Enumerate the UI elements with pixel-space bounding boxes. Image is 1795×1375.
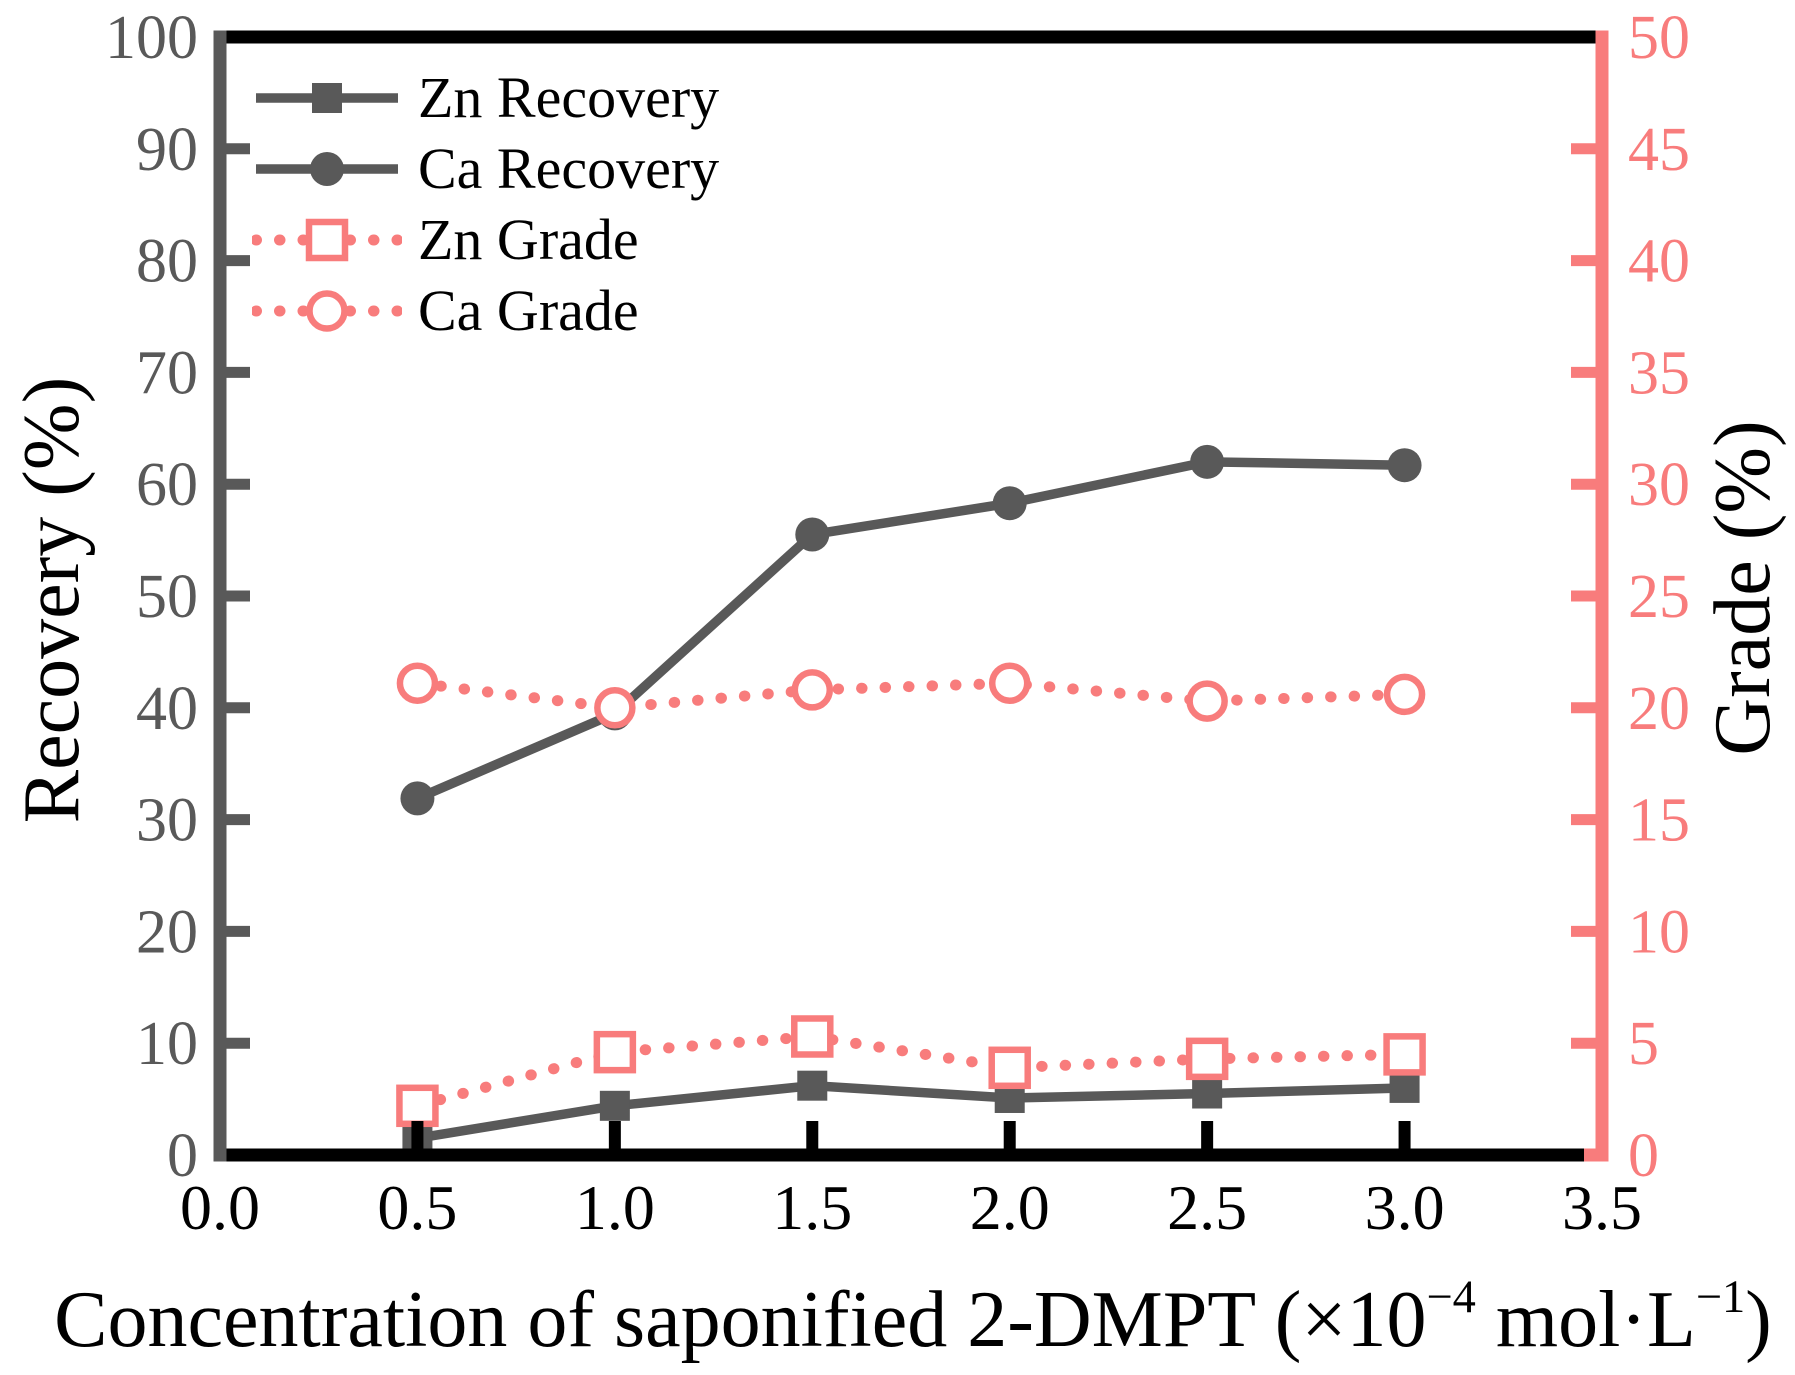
legend-label: Ca Recovery [418, 135, 720, 201]
series-line-zn-recovery [416, 1080, 1405, 1143]
left-tick-label: 30 [136, 787, 198, 855]
left-tick-label: 80 [136, 228, 198, 296]
y-axis-label-right: Grade (%) [1699, 420, 1787, 756]
right-tick-label: 15 [1628, 787, 1690, 855]
x-tick-label: 1.0 [575, 1172, 655, 1243]
right-tick-label: 25 [1628, 563, 1690, 631]
data-point-ca-recovery [400, 781, 435, 816]
left-tick-label: 0 [167, 1122, 198, 1190]
legend-item-zn-grade: Zn Grade [252, 204, 719, 275]
data-point-zn-grade [988, 1046, 1031, 1090]
right-tick-label: 10 [1628, 898, 1690, 966]
legend-item-ca-grade: Ca Grade [252, 275, 719, 346]
data-point-zn-recovery [1192, 1078, 1223, 1109]
left-tick-label: 90 [136, 116, 198, 184]
data-point-ca-recovery [992, 486, 1027, 521]
right-tick-label: 0 [1628, 1122, 1659, 1190]
x-tick-label: 1.5 [772, 1172, 852, 1243]
legend-label: Zn Grade [418, 206, 639, 272]
left-tick-label: 100 [105, 4, 198, 72]
right-tick-label: 30 [1628, 451, 1690, 519]
data-point-zn-recovery [599, 1090, 630, 1121]
legend-marker-open-circle [306, 289, 348, 332]
data-point-ca-grade [791, 669, 834, 711]
x-tick-label: 0.5 [377, 1172, 457, 1243]
x-tick-label: 2.5 [1167, 1172, 1247, 1243]
series-zn-grade [396, 1015, 1426, 1128]
data-point-zn-grade [396, 1084, 439, 1128]
legend-item-zn-recovery: Zn Recovery [252, 62, 719, 133]
right-tick-label: 50 [1628, 4, 1690, 72]
data-point-ca-recovery [795, 517, 830, 552]
data-point-zn-grade [1185, 1037, 1229, 1081]
x-axis-label: Concentration of saponified 2-DMPT (×10−… [54, 1275, 1772, 1360]
x-tick-label: 3.5 [1562, 1172, 1642, 1243]
right-tick-label: 40 [1628, 228, 1690, 296]
x-tick-label: 3.0 [1365, 1172, 1445, 1243]
series-ca-grade [396, 662, 1426, 729]
x-axis-label-part: ) [1745, 1276, 1772, 1364]
data-point-ca-grade [396, 662, 439, 704]
x-tick-label: 0.0 [180, 1172, 260, 1243]
x-axis-label-exponent: −4 [1426, 1272, 1476, 1324]
right-tick-label: 20 [1628, 675, 1690, 743]
series-zn-recovery [402, 1070, 1420, 1154]
data-point-ca-recovery [1190, 444, 1225, 479]
legend-swatch-solid-filled-circle [256, 151, 398, 186]
x-axis-label-exponent: −1 [1695, 1272, 1746, 1324]
legend-item-ca-recovery: Ca Recovery [252, 133, 719, 204]
data-point-zn-grade [1383, 1033, 1426, 1076]
right-tick-label: 5 [1628, 1010, 1659, 1078]
series-ca-recovery [400, 444, 1422, 816]
right-tick-label: 35 [1628, 339, 1690, 407]
right-tick-label: 45 [1628, 116, 1690, 184]
left-tick-label: 50 [136, 563, 198, 631]
legend: Zn Recovery Ca Recovery Zn Grade Ca Grade [252, 62, 719, 346]
legend-swatch-solid-filled-square [256, 82, 398, 113]
data-point-ca-grade [1186, 680, 1228, 722]
left-tick-label: 20 [136, 898, 198, 966]
legend-marker-filled-square [312, 82, 342, 113]
left-tick-label: 70 [136, 339, 198, 407]
legend-label: Ca Grade [418, 277, 639, 343]
legend-swatch-dotted-open-circle [252, 289, 402, 332]
data-point-zn-grade [791, 1015, 834, 1058]
data-point-ca-grade [594, 687, 636, 729]
legend-swatch-dotted-open-square [252, 218, 402, 261]
data-point-zn-recovery [797, 1070, 828, 1101]
left-tick-label: 40 [136, 675, 198, 743]
legend-marker-open-square [305, 218, 349, 261]
data-point-zn-grade [593, 1030, 637, 1074]
left-tick-label: 60 [136, 451, 198, 519]
data-point-ca-recovery [1387, 448, 1422, 483]
x-tick-label: 2.0 [970, 1172, 1050, 1243]
x-axis-label-part: Concentration of saponified 2-DMPT (×10 [54, 1276, 1427, 1364]
x-axis-label-part: mol·L [1475, 1276, 1696, 1364]
data-point-zn-recovery [1389, 1072, 1420, 1103]
left-tick-label: 10 [136, 1010, 198, 1078]
series-line-ca-recovery [415, 457, 1405, 803]
data-point-ca-grade [988, 662, 1031, 704]
series-line-zn-grade [411, 1030, 1411, 1112]
y-axis-label-left: Recovery (%) [8, 376, 96, 824]
legend-label: Zn Recovery [418, 64, 720, 130]
data-point-ca-grade [1383, 673, 1426, 716]
legend-marker-filled-circle [310, 151, 344, 186]
series-line-ca-grade [411, 677, 1411, 714]
